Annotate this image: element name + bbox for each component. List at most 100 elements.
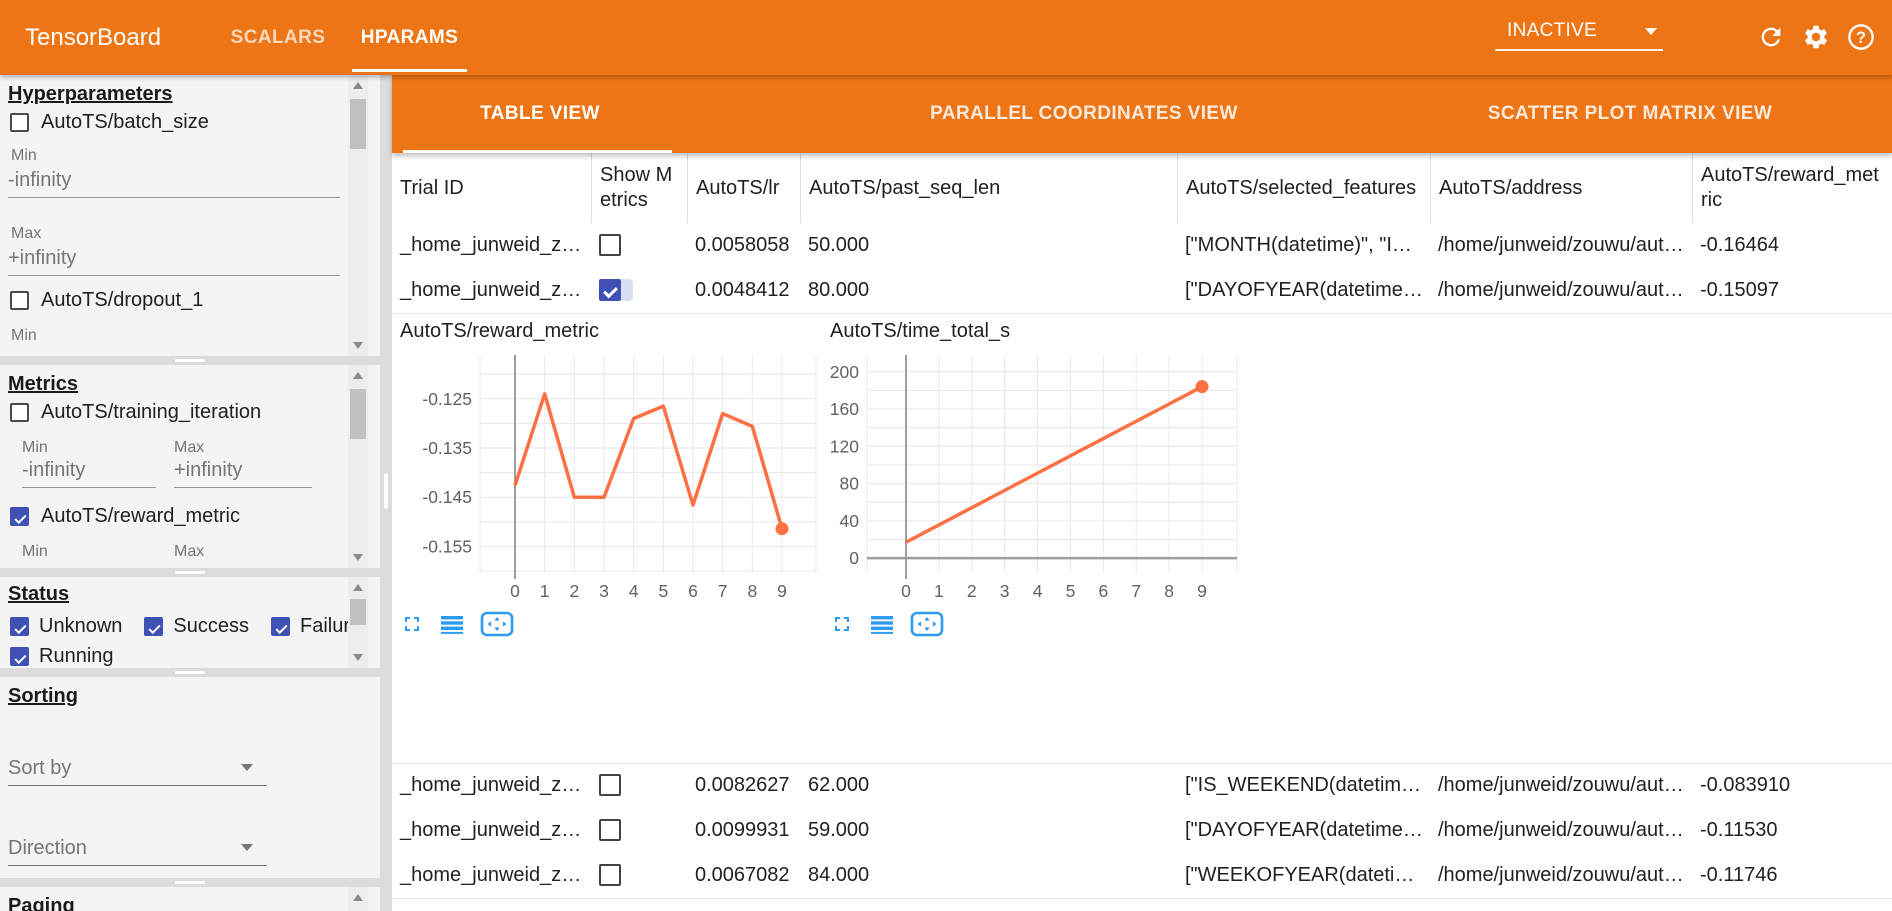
metric-item-training-iteration[interactable]: AutoTS/training_iteration xyxy=(10,401,261,424)
show-metrics-checkbox[interactable] xyxy=(599,234,621,256)
cell-trial-id[interactable]: _home_junweid_z… xyxy=(400,234,582,256)
min-input[interactable]: -infinity xyxy=(8,169,340,198)
hparam-item-batch-size[interactable]: AutoTS/batch_size xyxy=(10,111,209,134)
scroll-thumb[interactable] xyxy=(350,599,366,625)
cell-address[interactable]: /home/junweid/zouwu/aut… xyxy=(1438,819,1684,841)
cell-lr[interactable]: 0.0082627 xyxy=(695,774,790,796)
tab-scatter-plot-matrix-view[interactable]: SCATTER PLOT MATRIX VIEW xyxy=(1487,103,1773,124)
run-selector-dropdown[interactable]: INACTIVE xyxy=(1495,15,1663,51)
sort-by-dropdown[interactable]: Sort by xyxy=(8,751,267,786)
checkbox[interactable] xyxy=(10,403,29,422)
checkbox[interactable] xyxy=(144,617,164,636)
cell-reward-metric[interactable]: -0.11746 xyxy=(1700,864,1778,886)
col-header-reward-metric[interactable]: AutoTS/reward_metric xyxy=(1692,153,1892,223)
scroll-down-icon[interactable] xyxy=(353,554,363,561)
scroll-up-icon[interactable] xyxy=(353,372,363,379)
checkbox[interactable] xyxy=(10,507,29,526)
cell-past-seq-len[interactable]: 62.000 xyxy=(808,774,870,796)
cell-lr[interactable]: 0.0058058 xyxy=(695,234,790,256)
checkbox[interactable] xyxy=(10,617,29,636)
section-scrollbar[interactable] xyxy=(348,75,368,356)
status-filter-success[interactable]: Success xyxy=(144,615,249,638)
splitter-handle[interactable] xyxy=(0,668,380,677)
tab-table-view[interactable]: TABLE VIEW xyxy=(480,103,600,124)
checkbox[interactable] xyxy=(10,113,29,132)
col-header-selected-features[interactable]: AutoTS/selected_features xyxy=(1177,153,1430,223)
cell-selected-features[interactable]: ["IS_WEEKEND(datetim… xyxy=(1185,774,1422,796)
col-header-lr[interactable]: AutoTS/lr xyxy=(687,153,800,223)
lines-icon[interactable] xyxy=(438,612,466,641)
scroll-thumb[interactable] xyxy=(350,99,366,149)
section-scrollbar[interactable] xyxy=(348,577,368,668)
col-header-show-metrics[interactable]: Show Metrics xyxy=(591,153,687,223)
scroll-down-icon[interactable] xyxy=(353,342,363,349)
scroll-up-icon[interactable] xyxy=(353,82,363,89)
cell-address[interactable]: /home/junweid/zouwu/aut… xyxy=(1438,774,1684,796)
cell-past-seq-len[interactable]: 84.000 xyxy=(808,864,870,886)
fit-pan-icon[interactable] xyxy=(910,611,944,642)
cell-reward-metric[interactable]: -0.083910 xyxy=(1700,774,1791,796)
cell-past-seq-len[interactable]: 80.000 xyxy=(808,279,870,301)
section-scrollbar[interactable] xyxy=(348,365,368,568)
max-input[interactable]: +infinity xyxy=(174,459,312,488)
status-filter-unknown[interactable]: Unknown xyxy=(10,615,122,638)
cell-reward-metric[interactable]: -0.11530 xyxy=(1700,819,1778,841)
cell-selected-features[interactable]: ["WEEKOFYEAR(dateti… xyxy=(1185,864,1415,886)
cell-trial-id[interactable]: _home_junweid_z… xyxy=(400,774,582,796)
cell-lr[interactable]: 0.0067082 xyxy=(695,864,790,886)
cell-selected-features[interactable]: ["DAYOFYEAR(datetime… xyxy=(1185,279,1423,301)
tab-hparams[interactable]: HPARAMS xyxy=(360,27,459,48)
checkbox[interactable] xyxy=(10,647,29,666)
gear-icon[interactable] xyxy=(1802,23,1830,51)
splitter-handle[interactable] xyxy=(0,878,380,887)
show-metrics-checkbox[interactable] xyxy=(599,774,621,796)
show-metrics-checkbox[interactable] xyxy=(599,864,621,886)
fullscreen-icon[interactable] xyxy=(400,612,424,641)
direction-dropdown[interactable]: Direction xyxy=(8,831,267,866)
col-header-trial-id[interactable]: Trial ID xyxy=(400,176,464,199)
refresh-icon[interactable] xyxy=(1757,23,1785,51)
checkbox[interactable] xyxy=(10,291,29,310)
cell-address[interactable]: /home/junweid/zouwu/aut… xyxy=(1438,279,1684,301)
cell-trial-id[interactable]: _home_junweid_z… xyxy=(400,819,582,841)
cell-trial-id[interactable]: _home_junweid_z… xyxy=(400,864,582,886)
line-chart[interactable]: -0.125 -0.135 -0.145 -0.155 0 1 2 3 4 5 6 7 8 9 xyxy=(392,345,822,610)
checkbox[interactable] xyxy=(270,617,290,636)
cell-lr[interactable]: 0.0048412 xyxy=(695,279,790,301)
cell-reward-metric[interactable]: -0.16464 xyxy=(1700,234,1779,256)
hparam-item-dropout[interactable]: AutoTS/dropout_1 xyxy=(10,289,203,312)
cell-selected-features[interactable]: ["MONTH(datetime)", "I… xyxy=(1185,234,1412,256)
cell-past-seq-len[interactable]: 50.000 xyxy=(808,234,870,256)
fit-pan-icon[interactable] xyxy=(480,611,514,642)
scroll-thumb[interactable] xyxy=(350,389,366,439)
splitter-handle[interactable] xyxy=(0,356,380,365)
cell-reward-metric[interactable]: -0.15097 xyxy=(1700,279,1779,301)
scroll-down-icon[interactable] xyxy=(353,654,363,661)
tab-parallel-coordinates-view[interactable]: PARALLEL COORDINATES VIEW xyxy=(930,103,1238,124)
sidebar-resize-handle[interactable] xyxy=(380,75,392,911)
fullscreen-icon[interactable] xyxy=(830,612,854,641)
max-input[interactable]: +infinity xyxy=(8,247,340,276)
tab-scalars[interactable]: SCALARS xyxy=(230,27,326,48)
col-header-address[interactable]: AutoTS/address xyxy=(1430,153,1692,223)
status-filter-running[interactable]: Running xyxy=(10,645,114,668)
splitter-handle[interactable] xyxy=(0,568,380,577)
cell-past-seq-len[interactable]: 59.000 xyxy=(808,819,870,841)
min-input[interactable]: -infinity xyxy=(22,459,156,488)
cell-trial-id[interactable]: _home_junweid_z… xyxy=(400,279,582,301)
section-scrollbar[interactable] xyxy=(348,887,368,911)
status-filter-failure[interactable]: Failure xyxy=(270,615,361,638)
cell-lr[interactable]: 0.0099931 xyxy=(695,819,790,841)
col-header-past-seq-len[interactable]: AutoTS/past_seq_len xyxy=(800,153,1177,223)
cell-address[interactable]: /home/junweid/zouwu/aut… xyxy=(1438,864,1684,886)
cell-selected-features[interactable]: ["DAYOFYEAR(datetime… xyxy=(1185,819,1423,841)
scroll-up-icon[interactable] xyxy=(353,894,363,901)
show-metrics-checkbox[interactable] xyxy=(599,819,621,841)
scroll-up-icon[interactable] xyxy=(353,584,363,591)
lines-icon[interactable] xyxy=(868,612,896,641)
help-icon[interactable]: ? xyxy=(1847,23,1875,51)
metric-item-reward-metric[interactable]: AutoTS/reward_metric xyxy=(10,505,240,528)
cell-address[interactable]: /home/junweid/zouwu/aut… xyxy=(1438,234,1684,256)
line-chart[interactable]: 0 40 80 120 160 200 0 1 2 3 4 5 6 7 8 9 xyxy=(822,345,1252,610)
show-metrics-checkbox[interactable] xyxy=(599,279,621,301)
